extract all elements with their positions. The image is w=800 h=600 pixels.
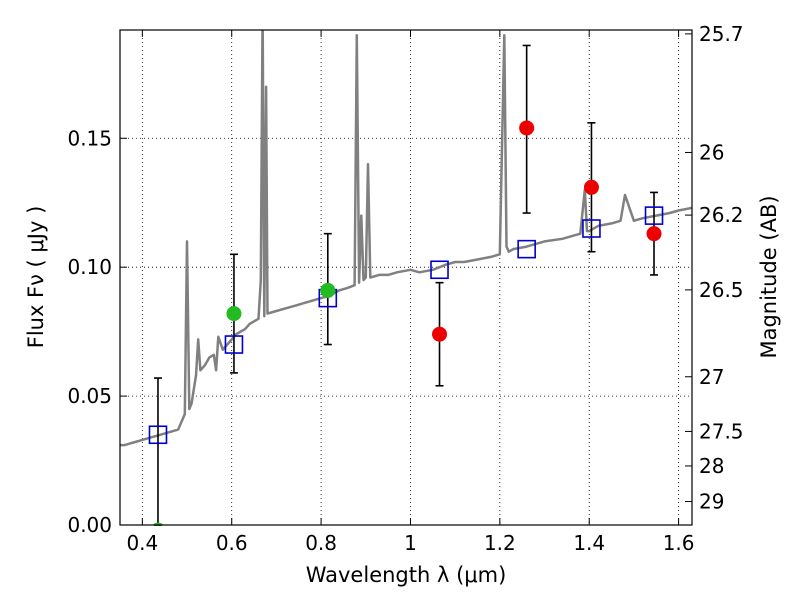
nir-detection-point (432, 326, 448, 342)
x-tick-label: 0.6 (216, 531, 248, 555)
y-tick-label: 0.05 (67, 384, 112, 408)
secondary-y-axis-label: Magnitude (AB) (757, 195, 781, 358)
x-axis: 0.4 0.6 0.8 1 1.2 1.4 1.6 (126, 30, 695, 555)
y-axis: 0.00 0.05 0.10 0.15 (67, 126, 127, 537)
secondary-y-axis: 25.7 26 26.2 26.5 27 27.5 28 29 (685, 22, 744, 514)
magnitude-tick-label: 28 (699, 454, 724, 478)
observed-photometry-layer (152, 120, 662, 525)
x-tick-label: 0.8 (305, 531, 337, 555)
magnitude-tick-label: 25.7 (699, 22, 744, 46)
x-tick-label: 1.4 (573, 531, 605, 555)
optical-detection-point (226, 306, 242, 322)
x-tick-label: 0.4 (126, 531, 158, 555)
x-axis-label: Wavelength λ (μm) (306, 563, 507, 587)
x-tick-label: 1.2 (484, 531, 516, 555)
y-tick-label: 0.00 (67, 513, 112, 537)
y-tick-label: 0.15 (67, 126, 112, 150)
model-photometry-square (582, 219, 601, 238)
y-tick-label: 0.10 (67, 255, 112, 279)
magnitude-tick-label: 26 (699, 140, 724, 164)
model-photometry-square (517, 239, 536, 259)
y-axis-label: Flux Fν ( μJy ) (24, 206, 48, 349)
model-photometry-square (430, 260, 449, 280)
x-tick-label: 1.6 (663, 531, 695, 555)
magnitude-tick-label: 29 (699, 490, 724, 514)
model-photometry-square (644, 206, 664, 225)
magnitude-tick-label: 27 (699, 365, 724, 389)
magnitude-tick-label: 27.5 (699, 419, 744, 443)
magnitude-tick-label: 26.2 (699, 203, 744, 227)
model-photometry-square (148, 425, 168, 445)
nir-detection-point (583, 179, 599, 195)
nir-detection-point (646, 226, 662, 242)
magnitude-tick-label: 26.5 (699, 278, 744, 302)
model-spectrum-layer (120, 30, 692, 447)
plot-frame (119, 29, 693, 526)
x-tick-label: 1 (404, 531, 417, 555)
model-photometry-square (224, 335, 244, 354)
model-spectrum-line (120, 30, 692, 447)
optical-detection-point (320, 282, 336, 298)
nir-detection-point (519, 120, 535, 136)
